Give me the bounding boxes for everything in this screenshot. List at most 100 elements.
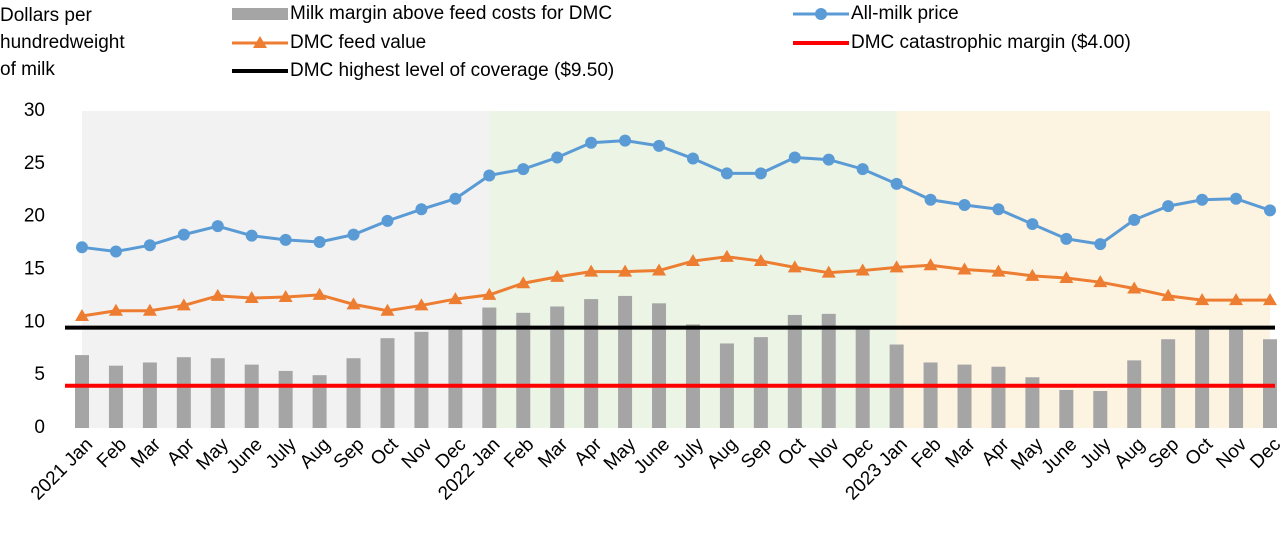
bar [957,364,972,428]
x-tick-label: Sep [737,434,776,473]
bar [584,299,599,428]
x-tick-label: July [262,434,301,473]
marker [517,163,530,176]
x-tick-label: July [669,434,708,473]
marker [1263,293,1277,306]
bar [482,307,497,428]
marker [1162,200,1175,213]
marker [76,241,88,254]
x-tick-label: Oct [1181,434,1217,470]
bar [516,312,531,428]
x-tick-label: June [630,434,674,478]
bar [1025,377,1040,428]
marker [347,228,360,241]
marker [719,249,734,262]
marker [313,236,326,249]
bar [414,331,429,428]
bar [142,362,157,428]
marker [1264,204,1276,217]
x-tick-label: Apr [570,434,606,470]
marker [788,151,801,164]
marker [245,229,258,242]
marker [380,303,395,316]
x-tick-label: Mar [127,434,165,472]
marker [856,163,869,176]
marker [585,136,598,149]
x-tick-label: Sep [1144,434,1183,473]
y-tick-label: 25 [24,153,45,174]
y-tick-label: 10 [24,311,45,332]
bar [210,358,225,428]
marker [821,265,836,278]
x-tick-label: Nov [398,434,437,473]
marker [210,288,225,301]
bar [550,306,565,428]
marker [483,169,496,182]
legend-label: DMC highest level of coverage ($9.50) [290,60,614,81]
marker [1094,238,1107,251]
x-tick-label: Oct [774,434,810,470]
marker [618,264,633,277]
x-tick-label: Aug [296,434,335,473]
marker [653,139,666,152]
marker [516,276,531,289]
x-tick-label: Oct [367,434,403,470]
y-tick-label: 5 [34,364,45,385]
marker [550,269,565,282]
bar [652,303,667,428]
marker [685,254,700,267]
marker [143,239,156,252]
legend-label: DMC feed value [290,32,426,53]
x-tick-label: Sep [330,434,369,473]
y-tick-label: 30 [24,100,45,121]
bar [380,338,395,428]
x-tick-label: July [1077,434,1116,473]
marker [449,192,462,205]
bar [618,295,633,428]
y-tick-label: 20 [24,206,45,227]
marker [551,151,564,164]
marker [211,220,224,233]
marker [279,233,292,246]
marker [1195,293,1210,306]
bar [1229,326,1244,428]
marker [924,193,937,206]
legend-swatch [232,8,288,20]
x-tick-label: Mar [534,434,572,472]
x-tick-label: Nov [805,434,844,473]
marker [414,298,429,311]
line [81,255,1270,318]
x-tick-label: Apr [163,434,199,470]
marker [890,177,903,190]
bar [346,358,361,428]
bar [244,364,259,428]
bar [753,337,768,428]
x-tick-label: Nov [1212,434,1251,473]
marker [686,152,699,165]
marker [992,203,1005,216]
legend-label: Milk margin above feed costs for DMC [290,3,612,24]
marker [1127,281,1142,294]
marker [346,297,361,310]
marker [991,264,1006,277]
marker [448,292,463,305]
bar [75,355,89,428]
marker [923,258,938,271]
marker [855,263,870,276]
bar [1093,391,1108,428]
marker [278,289,293,302]
marker [720,167,733,180]
bar [1263,339,1277,428]
bar [923,362,938,428]
bar [787,314,802,428]
marker [1196,193,1209,206]
bar [108,365,123,428]
marker [822,153,835,166]
x-tick-label: Feb [93,434,131,472]
marker [1059,270,1074,283]
bar [1127,360,1142,428]
marker [415,203,428,216]
marker [1128,213,1141,226]
